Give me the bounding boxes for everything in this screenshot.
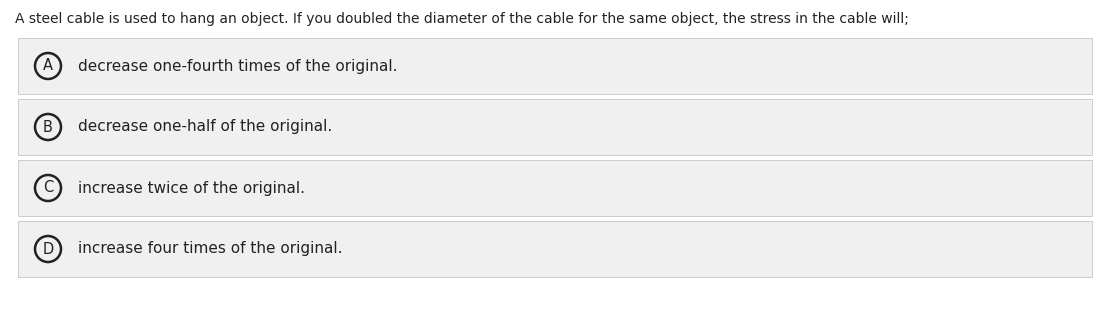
FancyBboxPatch shape: [18, 99, 1092, 155]
Text: A steel cable is used to hang an object. If you doubled the diameter of the cabl: A steel cable is used to hang an object.…: [16, 12, 909, 26]
Text: decrease one-half of the original.: decrease one-half of the original.: [78, 119, 332, 135]
FancyBboxPatch shape: [18, 160, 1092, 216]
Text: D: D: [42, 242, 53, 256]
Text: C: C: [43, 181, 53, 195]
FancyBboxPatch shape: [18, 221, 1092, 277]
Text: decrease one-fourth times of the original.: decrease one-fourth times of the origina…: [78, 58, 397, 74]
FancyBboxPatch shape: [18, 38, 1092, 94]
Text: increase twice of the original.: increase twice of the original.: [78, 181, 305, 195]
Text: increase four times of the original.: increase four times of the original.: [78, 242, 343, 256]
Text: A: A: [43, 58, 53, 74]
Text: B: B: [43, 119, 53, 135]
